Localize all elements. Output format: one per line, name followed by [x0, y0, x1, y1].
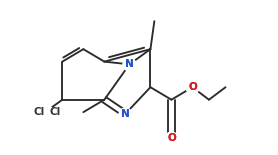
Text: Cl: Cl [34, 107, 45, 117]
Text: Cl: Cl [49, 107, 61, 117]
Text: O: O [167, 133, 176, 143]
Text: N: N [125, 59, 134, 69]
Text: O: O [188, 82, 197, 92]
Text: O: O [167, 133, 176, 143]
Text: N: N [125, 59, 134, 69]
Text: N: N [121, 109, 130, 119]
Text: O: O [188, 82, 197, 92]
Text: N: N [121, 109, 130, 119]
